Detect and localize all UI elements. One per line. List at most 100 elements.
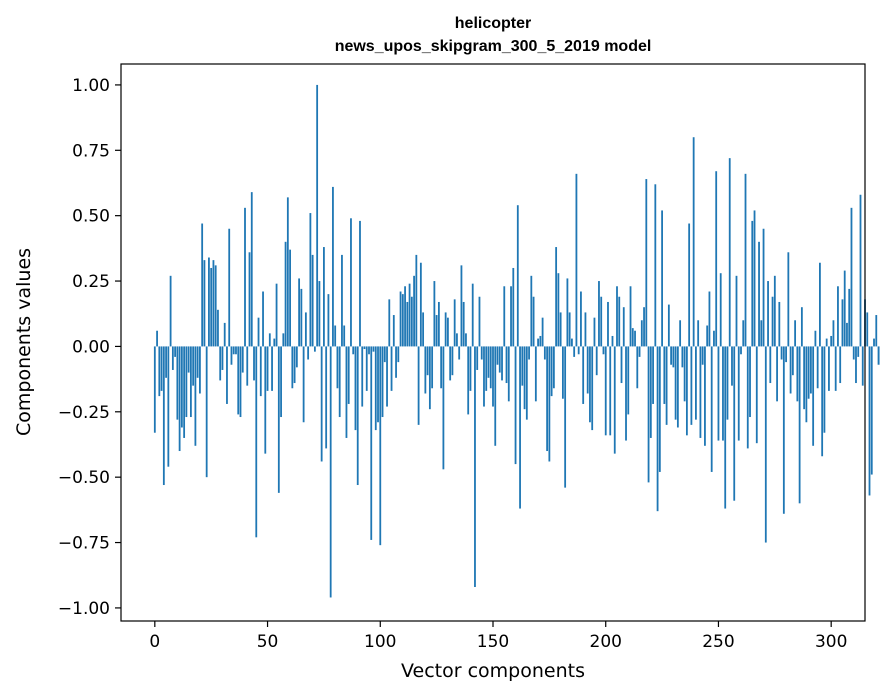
- bar: [201, 223, 204, 347]
- bar: [417, 346, 420, 425]
- bar: [187, 346, 190, 373]
- bar: [268, 333, 271, 347]
- bar: [658, 346, 661, 472]
- bar: [830, 335, 833, 347]
- bar: [406, 301, 409, 347]
- bar: [368, 346, 370, 355]
- bar: [298, 278, 301, 347]
- bar: [507, 346, 510, 402]
- bar: [426, 346, 429, 376]
- bar: [701, 346, 704, 365]
- bar: [271, 346, 273, 391]
- bar: [289, 249, 291, 347]
- bar: [250, 192, 253, 347]
- bar: [656, 346, 659, 512]
- bar: [449, 346, 452, 381]
- bar: [453, 299, 456, 347]
- bar: [870, 346, 873, 475]
- bar: [688, 223, 691, 347]
- bar: [649, 346, 652, 438]
- bar: [153, 346, 156, 433]
- bar: [244, 207, 246, 347]
- bar: [805, 346, 808, 423]
- bar: [771, 296, 774, 347]
- bar: [552, 346, 555, 389]
- bar: [431, 346, 434, 389]
- chart-title-line2: news_upos_skipgram_300_5_2019 model: [335, 38, 652, 55]
- bar: [877, 346, 880, 365]
- bar: [866, 312, 869, 347]
- bars-group: [153, 84, 880, 598]
- bar: [559, 312, 562, 347]
- chart-title-line1: helicopter: [455, 15, 531, 32]
- x-tick-label: 250: [702, 632, 734, 652]
- bar: [625, 346, 627, 441]
- bar: [652, 346, 654, 404]
- bar: [440, 346, 443, 389]
- bar: [492, 346, 494, 407]
- bar: [494, 346, 497, 446]
- bar: [794, 320, 797, 347]
- bar: [631, 328, 634, 347]
- x-tick-label: 150: [477, 632, 509, 652]
- bar: [791, 346, 794, 376]
- bar: [661, 210, 663, 347]
- bar: [458, 346, 461, 360]
- bar: [695, 346, 697, 420]
- bar: [812, 346, 815, 446]
- bar: [230, 346, 233, 365]
- bar: [566, 278, 569, 347]
- bar: [386, 346, 388, 407]
- bar: [708, 291, 711, 347]
- bar: [257, 317, 260, 347]
- bar: [548, 346, 551, 462]
- bar: [571, 338, 573, 347]
- bar: [232, 346, 235, 355]
- bar: [341, 254, 343, 347]
- bar: [174, 346, 177, 357]
- bar: [505, 346, 508, 384]
- bar: [158, 346, 161, 397]
- bar: [501, 346, 503, 381]
- bar: [819, 262, 821, 347]
- bar: [318, 281, 321, 347]
- bar: [313, 346, 316, 352]
- bar: [162, 346, 165, 486]
- bar: [460, 265, 463, 347]
- bar: [156, 330, 158, 347]
- bar: [568, 312, 571, 347]
- bar: [575, 173, 578, 347]
- bar: [713, 330, 715, 347]
- bar: [634, 330, 636, 347]
- bar: [516, 205, 519, 347]
- bar: [834, 346, 837, 391]
- bar: [821, 346, 824, 457]
- bar: [485, 346, 488, 391]
- bar: [203, 260, 206, 347]
- bar: [345, 346, 348, 438]
- bar: [253, 346, 255, 381]
- y-tick-label: −1.00: [58, 599, 110, 619]
- bar: [352, 346, 355, 355]
- bar: [183, 346, 186, 438]
- bar: [523, 346, 526, 410]
- bar: [383, 346, 386, 363]
- bar: [395, 346, 397, 378]
- bar: [295, 346, 298, 368]
- bar: [327, 294, 330, 347]
- bar: [715, 171, 718, 347]
- bar: [205, 346, 208, 478]
- bar: [226, 346, 228, 404]
- bar: [521, 346, 524, 386]
- bar: [388, 299, 391, 347]
- bar: [304, 312, 307, 347]
- x-tick-label: 50: [257, 632, 279, 652]
- bar: [690, 346, 693, 425]
- bar: [212, 260, 215, 347]
- bar: [435, 315, 438, 347]
- bar: [424, 346, 427, 394]
- bar: [408, 283, 411, 347]
- bar: [273, 338, 276, 347]
- bar: [214, 265, 217, 347]
- bar: [861, 346, 864, 386]
